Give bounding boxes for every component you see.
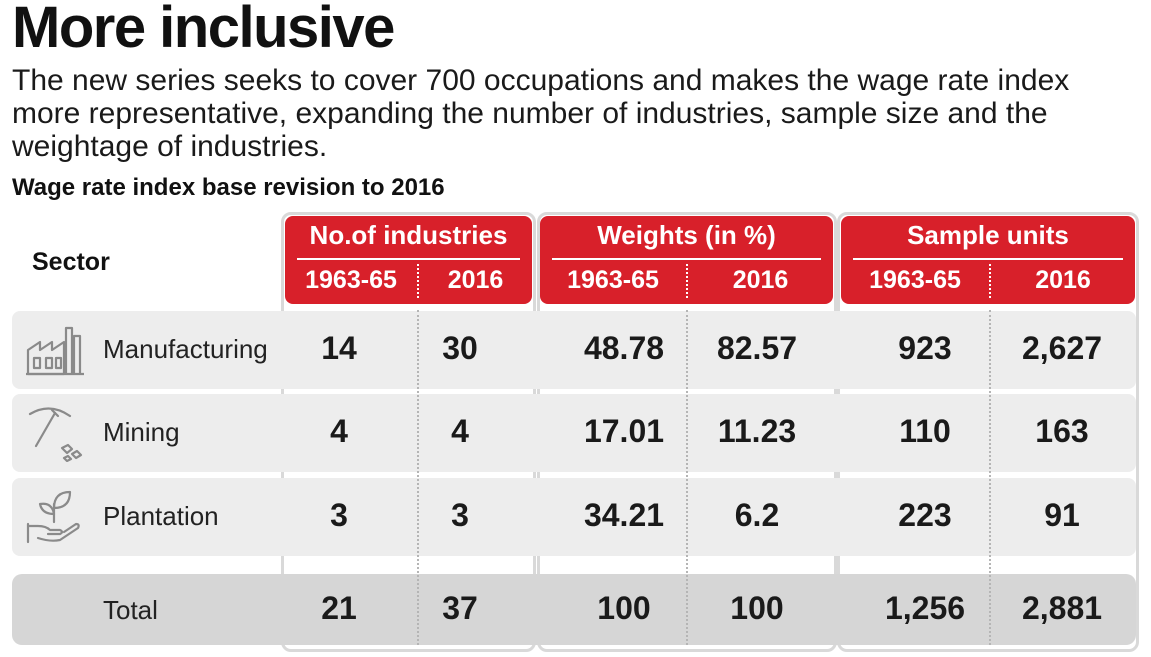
group-header-weights: Weights (in %) 1963-65 2016 [540,216,833,304]
row-band-manufacturing [12,311,1136,389]
group-header-industries: No.of industries 1963-65 2016 [285,216,532,304]
cell-manufacturing: 14 [321,330,357,366]
cell-total: 100 [730,590,784,626]
group-name: Weights (in %) [597,220,776,250]
sector-label-manufacturing: Manufacturing [103,334,268,364]
cell-plantation: 3 [330,497,348,533]
plant-hand-icon [26,490,80,544]
group-name: Sample units [907,220,1069,250]
cell-mining: 17.01 [583,413,665,449]
cell-mining: 110 [899,413,951,449]
cell-mining: 4 [330,413,348,449]
row-band-mining [12,394,1136,472]
year-separator [417,264,419,298]
header-divider [853,258,1123,260]
sector-label-mining: Mining [103,417,180,447]
cell-plantation: 34.21 [583,497,665,533]
header-divider [297,258,520,260]
sector-label-total: Total [103,595,158,625]
pickaxe-icon [28,407,83,462]
sector-label-plantation: Plantation [103,501,219,531]
year-label: 2016 [732,266,789,294]
cell-total: 37 [442,590,478,626]
year-label: 1963-65 [567,266,659,294]
row-band-total [12,574,1136,645]
year-separator [989,264,991,298]
column-separator [417,310,419,645]
cell-manufacturing: 82.57 [716,330,798,366]
year-label: 1963-65 [305,266,397,294]
cell-mining: 4 [451,413,469,449]
cell-total: 1,256 [884,590,966,626]
cell-manufacturing: 923 [898,330,952,366]
group-name: No.of industries [309,220,508,250]
page-title: More inclusive [12,0,395,60]
cell-mining: 163 [1035,413,1089,449]
cell-total: 100 [597,590,651,626]
year-label: 2016 [447,266,504,294]
header-divider [552,258,821,260]
cell-manufacturing: 48.78 [583,330,665,366]
year-separator [686,264,688,298]
cell-manufacturing: 30 [442,330,478,366]
cell-total: 21 [321,590,357,626]
row-band-plantation [12,478,1136,556]
cell-manufacturing: 2,627 [1021,330,1103,366]
factory-icon [26,326,84,376]
page-subtitle: The new series seeks to cover 700 occupa… [12,64,1070,163]
cell-mining: 11.23 [717,413,797,449]
column-separator [686,310,688,645]
table-title: Wage rate index base revision to 2016 [12,174,445,201]
year-label: 1963-65 [869,266,961,294]
sector-column-header: Sector [32,248,110,276]
year-label: 2016 [1035,266,1091,294]
column-separator [989,310,991,645]
cell-plantation: 91 [1044,497,1080,533]
cell-plantation: 6.2 [734,497,780,533]
cell-plantation: 3 [451,497,469,533]
cell-total: 2,881 [1021,590,1103,626]
cell-plantation: 223 [898,497,952,533]
group-header-sample-units: Sample units 1963-65 2016 [841,216,1135,304]
